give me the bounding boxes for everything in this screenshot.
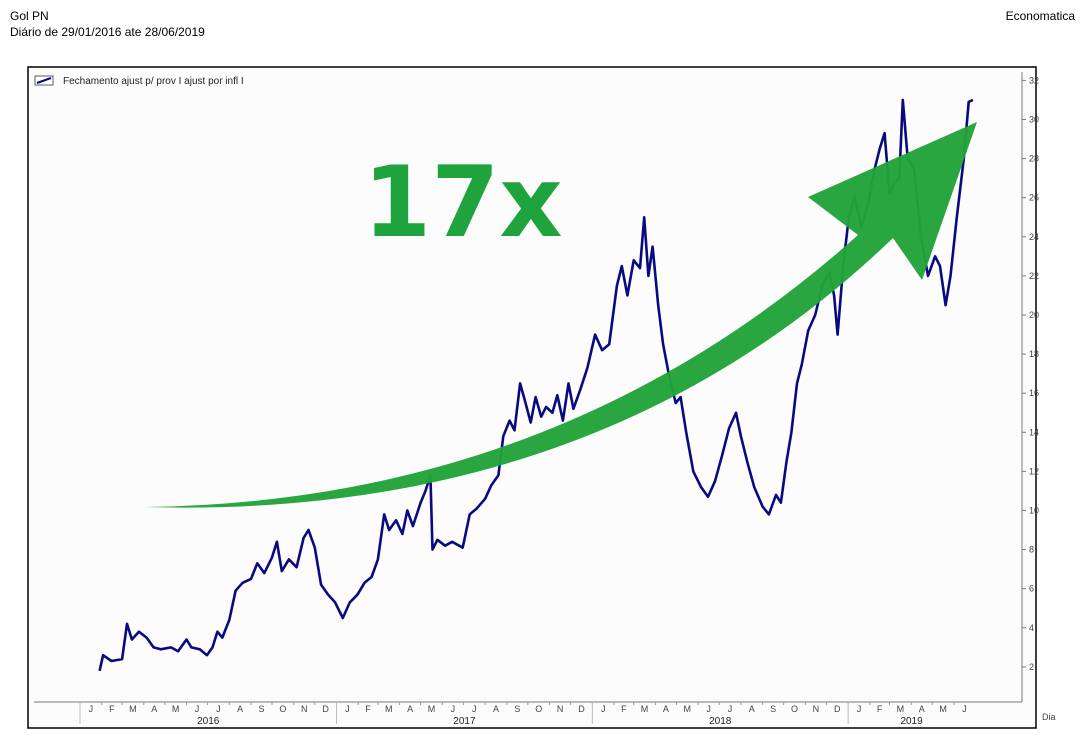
x-month-label: M <box>428 704 436 714</box>
legend-label: Fechamento ajust p/ prov I ajust por inf… <box>63 76 244 87</box>
x-month-label: J <box>472 704 477 714</box>
x-month-label: J <box>195 704 200 714</box>
x-month-label: M <box>385 704 393 714</box>
x-month-label: M <box>939 704 947 714</box>
x-month-label: F <box>621 704 627 714</box>
x-year-label: 2018 <box>709 716 732 727</box>
x-month-label: J <box>706 704 711 714</box>
x-month-label: A <box>237 704 243 714</box>
y-tick-label: 14 <box>1029 427 1039 437</box>
x-month-label: A <box>919 704 925 714</box>
y-tick-label: 28 <box>1029 154 1039 164</box>
x-month-label: J <box>728 704 733 714</box>
x-month-label: A <box>407 704 413 714</box>
series-line <box>98 98 974 672</box>
x-month-label: J <box>345 704 350 714</box>
x-month-label: D <box>834 704 841 714</box>
chart-subtitle: Diário de 29/01/2016 ate 28/06/2019 <box>10 25 205 39</box>
x-month-label: D <box>322 704 329 714</box>
x-month-label: S <box>770 704 776 714</box>
x-month-label: O <box>279 704 286 714</box>
y-tick-label: 4 <box>1029 623 1034 633</box>
x-month-label: J <box>601 704 606 714</box>
chart-title: Gol PN <box>10 9 49 23</box>
x-month-label: A <box>663 704 669 714</box>
y-tick-label: 12 <box>1029 466 1039 476</box>
x-month-label: F <box>877 704 883 714</box>
x-month-label: M <box>129 704 137 714</box>
x-month-label: A <box>151 704 157 714</box>
x-month-label: M <box>641 704 649 714</box>
x-month-label: F <box>365 704 371 714</box>
x-year-label: 2017 <box>453 716 476 727</box>
brand-label: Economatica <box>1005 9 1075 23</box>
x-month-label: J <box>962 704 967 714</box>
y-tick-label: 32 <box>1029 75 1039 85</box>
x-month-label: A <box>749 704 755 714</box>
x-month-label: N <box>301 704 308 714</box>
x-month-label: D <box>578 704 585 714</box>
x-month-label: M <box>172 704 180 714</box>
x-axis-unit: Dia <box>1042 712 1056 722</box>
x-axis-years: 2016 2017 2018 2019 <box>79 702 923 727</box>
y-tick-label: 22 <box>1029 271 1039 281</box>
legend-swatch-line <box>36 77 52 84</box>
x-month-label: S <box>259 704 265 714</box>
legend: Fechamento ajust p/ prov I ajust por inf… <box>34 75 244 87</box>
y-tick-label: 26 <box>1029 193 1039 203</box>
y-tick-label: 8 <box>1029 545 1034 555</box>
trend-arrow <box>145 122 977 508</box>
x-month-label: A <box>493 704 499 714</box>
y-tick-label: 30 <box>1029 115 1039 125</box>
y-tick-label: 24 <box>1029 232 1039 242</box>
x-month-label: N <box>813 704 820 714</box>
y-tick-label: 6 <box>1029 584 1034 594</box>
growth-annotation: 17x <box>363 146 563 260</box>
x-month-label: F <box>109 704 115 714</box>
y-tick-label: 2 <box>1029 662 1034 672</box>
x-month-label: S <box>514 704 520 714</box>
x-month-label: M <box>684 704 692 714</box>
x-year-label: 2016 <box>197 716 220 727</box>
x-month-label: O <box>535 704 542 714</box>
x-month-label: J <box>857 704 862 714</box>
x-month-label: O <box>791 704 798 714</box>
y-tick-label: 10 <box>1029 506 1039 516</box>
x-month-label: M <box>897 704 905 714</box>
y-tick-label: 20 <box>1029 310 1039 320</box>
x-month-label: J <box>216 704 221 714</box>
x-year-label: 2019 <box>900 716 923 727</box>
x-month-label: J <box>451 704 456 714</box>
y-tick-label: 16 <box>1029 388 1039 398</box>
x-month-label: J <box>89 704 94 714</box>
y-tick-label: 18 <box>1029 349 1039 359</box>
x-month-label: N <box>557 704 564 714</box>
